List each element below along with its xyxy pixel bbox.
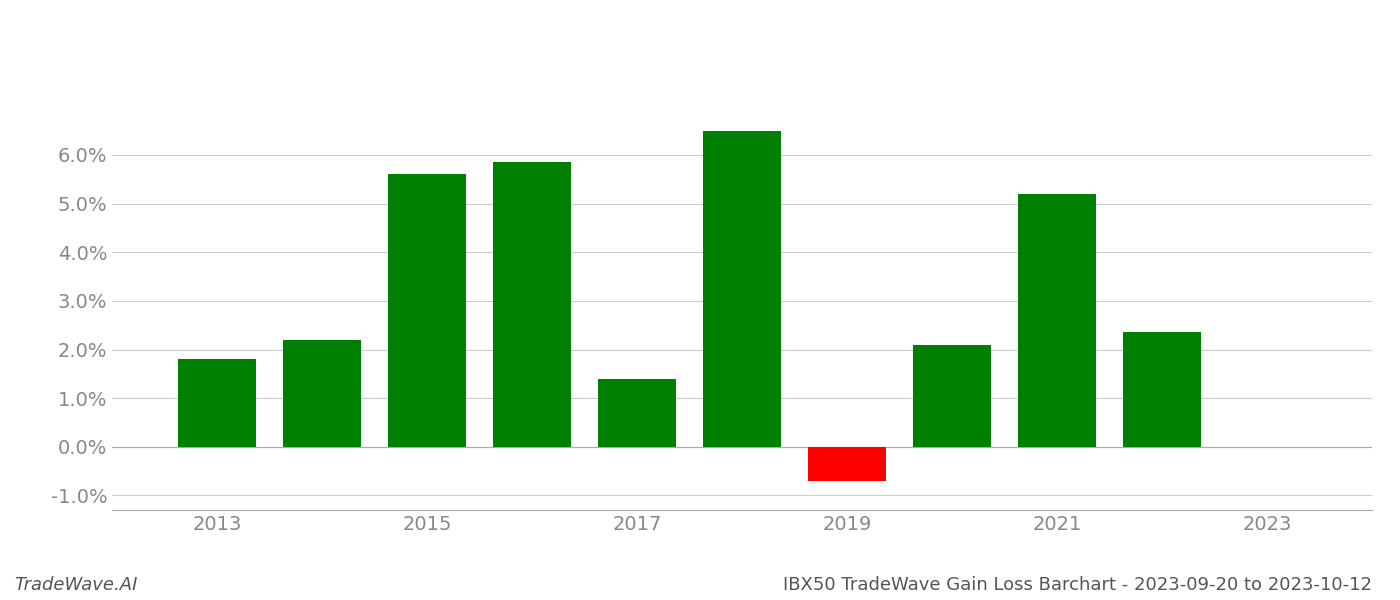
Bar xyxy=(1123,332,1201,447)
Bar xyxy=(388,175,466,447)
Bar xyxy=(178,359,256,447)
Text: IBX50 TradeWave Gain Loss Barchart - 2023-09-20 to 2023-10-12: IBX50 TradeWave Gain Loss Barchart - 202… xyxy=(783,576,1372,594)
Bar xyxy=(1018,194,1096,447)
Bar xyxy=(703,131,781,447)
Text: TradeWave.AI: TradeWave.AI xyxy=(14,576,137,594)
Bar xyxy=(808,447,886,481)
Bar xyxy=(283,340,361,447)
Bar xyxy=(493,162,571,447)
Bar xyxy=(913,344,991,447)
Bar xyxy=(598,379,676,447)
